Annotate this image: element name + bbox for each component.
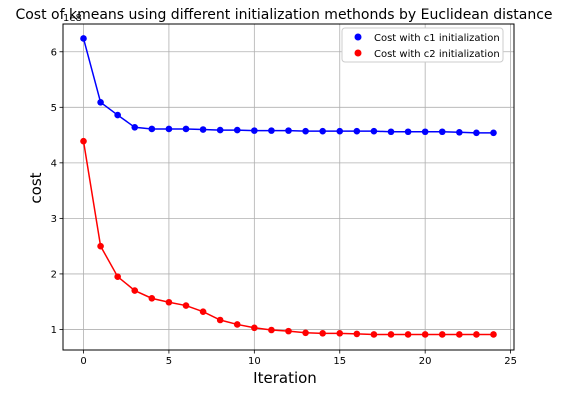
data-point-s2 (456, 331, 463, 338)
data-point-s2 (131, 287, 139, 294)
data-point-s2 (114, 273, 121, 280)
data-point-s1 (233, 126, 241, 134)
data-point-s2 (387, 331, 395, 338)
series-layer (80, 35, 497, 338)
data-point-s1 (114, 111, 121, 119)
legend-label-c1: Cost with c1 initialization (374, 33, 500, 44)
data-point-s2 (165, 298, 173, 306)
y-tick-label: 3 (51, 214, 57, 225)
y-tick-label: 4 (51, 158, 57, 169)
y-tick-label: 6 (51, 47, 57, 58)
data-point-s1 (268, 127, 275, 134)
legend-label-c2: Cost with c2 initialization (374, 49, 500, 60)
y-tick-label: 1 (51, 325, 57, 336)
data-point-s1 (370, 127, 378, 135)
data-point-s2 (182, 302, 190, 309)
data-point-s1 (80, 35, 87, 42)
data-point-s2 (319, 330, 326, 337)
data-point-s1 (319, 127, 326, 135)
y-offset-label: 1e8 (63, 13, 82, 24)
x-tick-label: 15 (333, 356, 346, 367)
legend-box (341, 27, 504, 63)
plot-frame (62, 23, 515, 351)
data-point-s2 (438, 331, 446, 338)
legend: Cost with c1 initialization Cost with c2… (341, 27, 504, 63)
data-point-s1 (336, 127, 344, 135)
y-tick-label: 2 (51, 269, 57, 280)
legend-marker-c1 (354, 33, 362, 41)
ticks: 0 5 10 15 20 25 1 2 3 4 5 6 (51, 47, 517, 367)
x-tick-label: 20 (419, 356, 432, 367)
data-point-s2 (80, 137, 87, 145)
data-point-s2 (421, 331, 429, 338)
data-point-s2 (97, 242, 104, 250)
data-point-s2 (353, 330, 361, 338)
data-point-s1 (148, 125, 156, 133)
x-axis-label: Iteration (253, 369, 317, 387)
legend-marker-c2 (354, 49, 362, 57)
data-point-s2 (233, 321, 241, 328)
data-point-s2 (268, 326, 275, 334)
data-point-s1 (387, 128, 395, 136)
data-point-s1 (473, 129, 480, 137)
chart-title: Cost of kmeans using different initializ… (15, 7, 552, 23)
x-tick-label: 5 (166, 356, 172, 367)
y-tick-label: 5 (51, 103, 57, 114)
data-point-s2 (216, 316, 224, 324)
data-point-s2 (302, 329, 309, 337)
data-point-s1 (456, 128, 463, 136)
data-point-s2 (199, 308, 207, 315)
x-tick-label: 0 (80, 356, 86, 367)
data-point-s1 (97, 99, 104, 106)
data-point-s1 (353, 127, 361, 135)
data-point-s2 (370, 331, 378, 338)
x-tick-label: 10 (248, 356, 261, 367)
grid (63, 24, 514, 350)
data-point-s2 (473, 331, 480, 338)
series-line-2 (82, 141, 494, 336)
data-point-s2 (251, 324, 258, 332)
data-point-s1 (182, 125, 190, 133)
y-axis-label: cost (27, 172, 45, 203)
data-point-s2 (285, 327, 292, 335)
x-tick-label: 25 (504, 356, 517, 367)
data-point-s1 (285, 127, 292, 134)
data-point-s2 (490, 331, 497, 338)
data-point-s1 (251, 127, 258, 134)
data-point-s1 (490, 129, 497, 137)
data-point-s1 (421, 128, 429, 136)
data-point-s1 (216, 126, 224, 134)
data-point-s2 (404, 331, 412, 338)
data-point-s1 (438, 128, 446, 136)
data-point-s1 (165, 125, 173, 133)
data-point-s2 (336, 330, 344, 337)
data-point-s1 (404, 128, 412, 136)
data-point-s1 (302, 127, 309, 135)
data-point-s1 (199, 126, 207, 133)
data-point-s1 (131, 123, 139, 131)
data-point-s2 (148, 295, 156, 302)
